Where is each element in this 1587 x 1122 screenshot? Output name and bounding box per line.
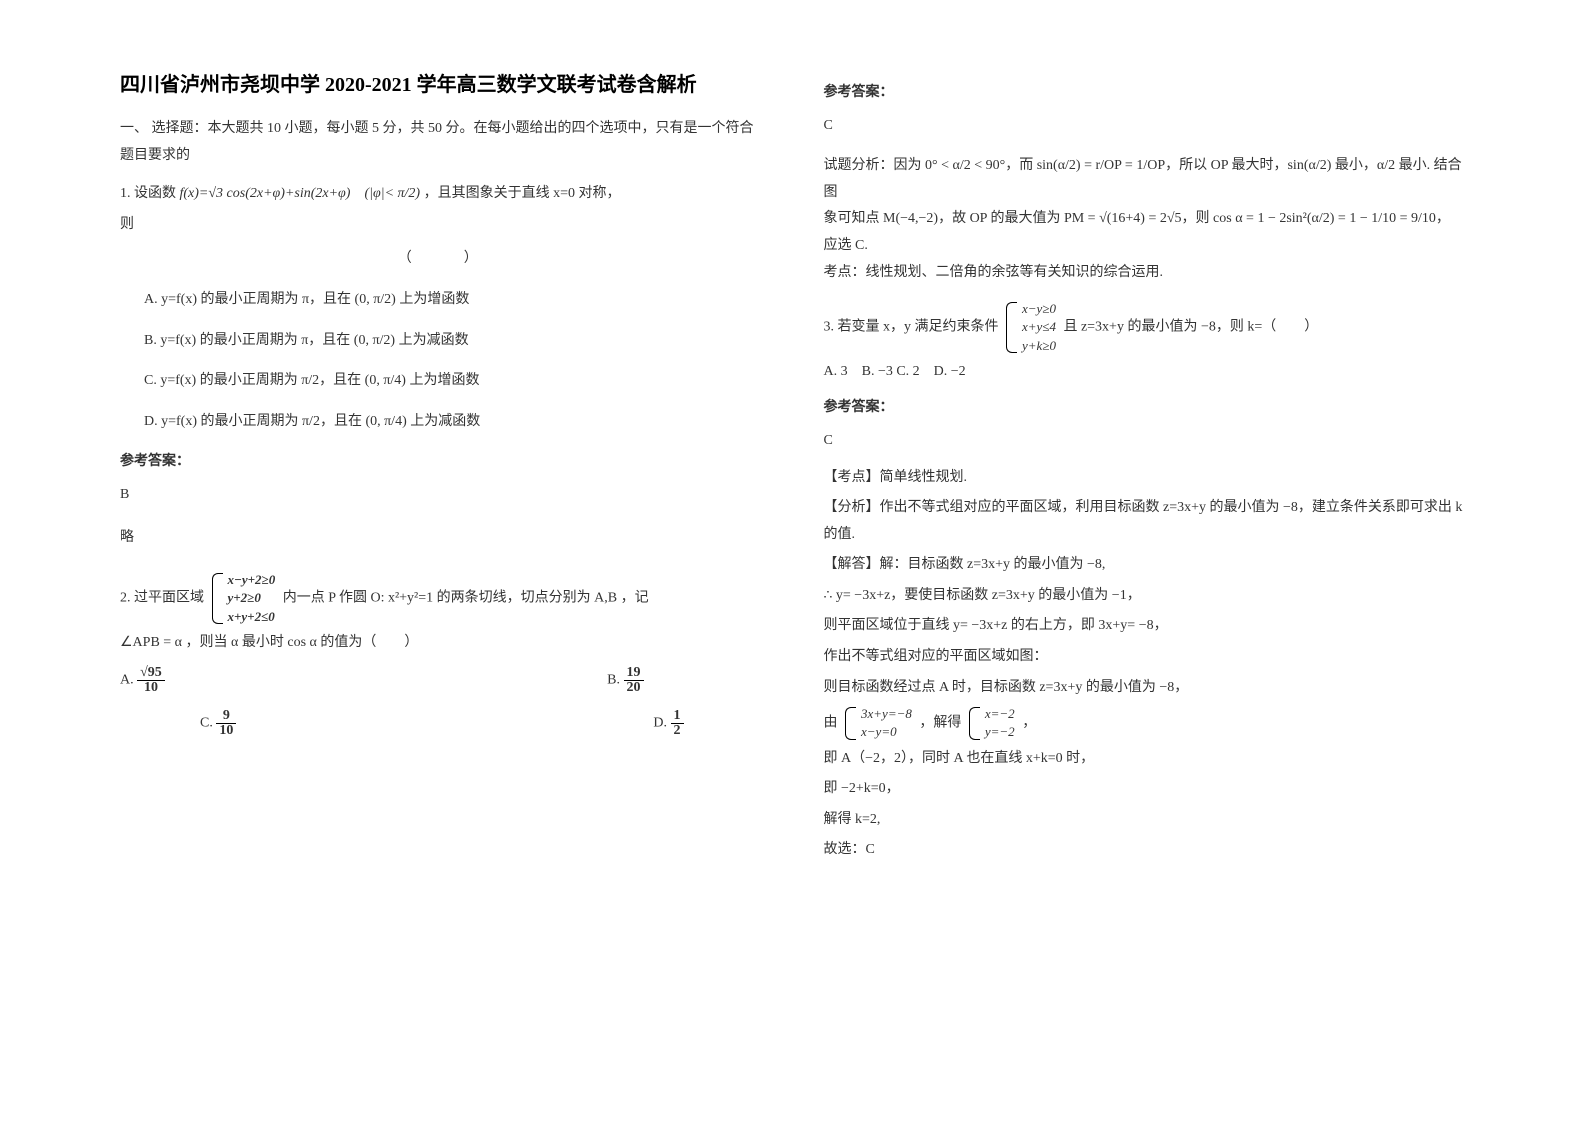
q3-sol-l4: 则目标函数经过点 A 时，目标函数 z=3x+y 的最小值为 −8， xyxy=(824,675,1468,702)
q3-sol-l1: ∴ y= −3x+z，要使目标函数 z=3x+y 的最小值为 −1， xyxy=(824,583,1468,610)
q3-sys-l1: x−y≥0 xyxy=(1022,300,1056,318)
q1-stem-prefix: 1. 设函数 xyxy=(120,186,176,201)
q2-constraint-system: x−y+2≥0 y+2≥0 x+y+2≤0 xyxy=(212,571,276,626)
q3-tag-solve-head: 【解答】解：目标函数 z=3x+y 的最小值为 −8, xyxy=(824,552,1468,579)
q2-optD-label: D. xyxy=(653,716,667,731)
q2-answer-heading: 参考答案： xyxy=(824,80,1468,107)
q1-answer: B xyxy=(120,482,764,509)
q3-sol-l7: 解得 k=2, xyxy=(824,807,1468,834)
q2-optA-den: 10 xyxy=(137,681,165,695)
q3-options: A. 3 B. −3 C. 2 D. −2 xyxy=(824,359,1468,386)
question-3: 3. 若变量 x，y 满足约束条件 x−y≥0 x+y≤4 y+k≥0 且 z=… xyxy=(824,300,1468,864)
q1-blank-paren: （ ） xyxy=(120,246,764,273)
q2-answer: C xyxy=(824,113,1468,140)
q2-analysis-l1: 试题分析：因为 0° < α/2 < 90°，而 sin(α/2) = r/OP… xyxy=(824,153,1468,206)
q2-option-a: A. √9510 xyxy=(120,666,165,695)
section-instructions: 一、 选择题：本大题共 10 小题，每小题 5 分，共 50 分。在每小题给出的… xyxy=(120,116,764,169)
q3-stem-suffix: 且 z=3x+y 的最小值为 −8，则 k=（ ） xyxy=(1063,320,1318,335)
q2-optC-num: 9 xyxy=(216,709,236,724)
q3-sysB-l1: x=−2 xyxy=(985,705,1015,723)
right-column: 参考答案： C 试题分析：因为 0° < α/2 < 90°，而 sin(α/2… xyxy=(794,70,1488,1072)
q3-sys-l2: x+y≤4 xyxy=(1022,318,1056,336)
q2-sys-l3: x+y+2≤0 xyxy=(228,608,276,626)
q1-answer-heading: 参考答案： xyxy=(120,449,764,476)
q3-tag-analysis: 【分析】作出不等式组对应的平面区域，利用目标函数 z=3x+y 的最小值为 −8… xyxy=(824,495,1468,548)
q3-sys-suffix: ， xyxy=(1022,716,1036,731)
q3-sys-mid: ，解得 xyxy=(919,716,961,731)
exam-title: 四川省泸州市尧坝中学 2020-2021 学年高三数学文联考试卷含解析 xyxy=(120,70,764,100)
q3-sol-systems: 由 3x+y=−8 x−y=0 ，解得 x=−2 y=−2 ， xyxy=(824,705,1468,741)
q3-system-a: 3x+y=−8 x−y=0 xyxy=(845,705,912,741)
q2-optA-num: √95 xyxy=(137,666,165,681)
q3-answer: C xyxy=(824,428,1468,455)
q3-sysA-l1: 3x+y=−8 xyxy=(861,705,912,723)
q3-sol-l2: 则平面区域位于直线 y= −3x+z 的右上方，即 3x+y= −8， xyxy=(824,613,1468,640)
q2-optC-den: 10 xyxy=(216,724,236,738)
q2-optD-den: 2 xyxy=(671,724,684,738)
q2-analysis-l4: 考点：线性规划、二倍角的余弦等有关知识的综合运用. xyxy=(824,260,1468,287)
q2-sys-l2: y+2≥0 xyxy=(228,589,276,607)
q3-sys-l3: y+k≥0 xyxy=(1022,337,1056,355)
q3-constraint-system: x−y≥0 x+y≤4 y+k≥0 xyxy=(1006,300,1056,355)
q2-analysis-l3: 应选 C. xyxy=(824,233,1468,260)
q3-sol-l6: 即 −2+k=0， xyxy=(824,776,1468,803)
q2-optB-den: 20 xyxy=(624,681,644,695)
q2-analysis-l2: 象可知点 M(−4,−2)，故 OP 的最大值为 PM = √(16+4) = … xyxy=(824,206,1468,233)
q2-optB-label: B. xyxy=(607,673,620,688)
q3-answer-heading: 参考答案： xyxy=(824,395,1468,422)
q1-formula: f(x)=√3 cos(2x+φ)+sin(2x+φ) (|φ|< π/2) xyxy=(180,186,421,201)
q2-option-d: D. 12 xyxy=(653,709,683,738)
q1-stem-suffix: ，且其图象关于直线 x=0 对称， xyxy=(424,186,621,201)
q2-optC-label: C. xyxy=(200,716,213,731)
q3-sys-prefix: 由 xyxy=(824,716,838,731)
q2-option-c: C. 910 xyxy=(200,709,236,738)
q2-optA-label: A. xyxy=(120,673,134,688)
q3-sysB-l2: y=−2 xyxy=(985,723,1015,741)
q2-options-row2: C. 910 D. 12 xyxy=(120,709,764,738)
question-1: 1. 设函数 f(x)=√3 cos(2x+φ)+sin(2x+φ) (|φ|<… xyxy=(120,181,764,551)
q3-stem-prefix: 3. 若变量 x，y 满足约束条件 xyxy=(824,320,999,335)
q1-then: 则 xyxy=(120,212,764,239)
q1-option-b: B. y=f(x) 的最小正周期为 π，且在 (0, π/2) 上为减函数 xyxy=(120,328,764,355)
q3-sol-l3: 作出不等式组对应的平面区域如图： xyxy=(824,644,1468,671)
q3-system-b: x=−2 y=−2 xyxy=(969,705,1015,741)
q3-tag-topic: 【考点】简单线性规划. xyxy=(824,465,1468,492)
q2-stem-mid2: ∠APB = α ，则当 α 最小时 cos α 的值为（ ） xyxy=(120,630,764,657)
q3-sol-l8: 故选：C xyxy=(824,837,1468,864)
q2-option-b: B. 1920 xyxy=(607,666,643,695)
q3-sol-l5: 即 A（−2，2），同时 A 也在直线 x+k=0 时， xyxy=(824,746,1468,773)
q2-sys-l1: x−y+2≥0 xyxy=(228,571,276,589)
q2-stem-prefix: 2. 过平面区域 xyxy=(120,591,204,606)
q1-option-c: C. y=f(x) 的最小正周期为 π/2，且在 (0, π/4) 上为增函数 xyxy=(120,368,764,395)
q1-omit: 略 xyxy=(120,525,764,552)
q2-stem-mid1: 内一点 P 作圆 O: x²+y²=1 的两条切线，切点分别为 A,B ，记 xyxy=(283,591,649,606)
question-2: 2. 过平面区域 x−y+2≥0 y+2≥0 x+y+2≤0 内一点 P 作圆 … xyxy=(120,571,764,738)
q2-optD-num: 1 xyxy=(671,709,684,724)
q1-option-a: A. y=f(x) 的最小正周期为 π，且在 (0, π/2) 上为增函数 xyxy=(120,287,764,314)
q3-sysA-l2: x−y=0 xyxy=(861,723,912,741)
left-column: 四川省泸州市尧坝中学 2020-2021 学年高三数学文联考试卷含解析 一、 选… xyxy=(100,70,794,1072)
q2-optB-num: 19 xyxy=(624,666,644,681)
q1-option-d: D. y=f(x) 的最小正周期为 π/2，且在 (0, π/4) 上为减函数 xyxy=(120,409,764,436)
q2-options-row1: A. √9510 B. 1920 xyxy=(120,666,764,695)
